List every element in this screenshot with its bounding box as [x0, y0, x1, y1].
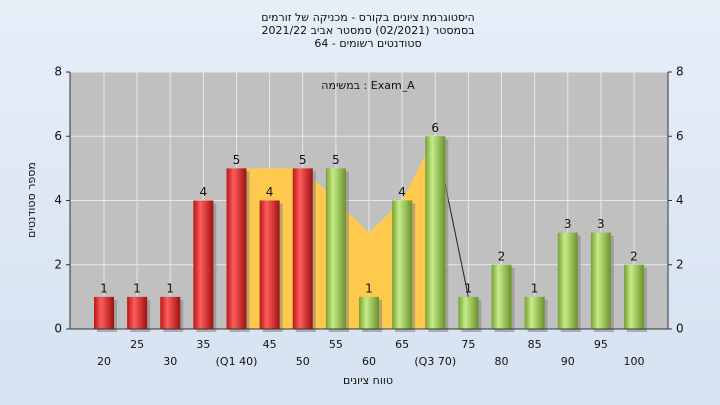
y2-tick-label: 0 [676, 322, 684, 336]
x-tick-label: 55 [329, 338, 343, 351]
x-tick-label: 35 [196, 338, 210, 351]
x-tick-label: (Q3 70) [414, 355, 456, 368]
value-label: 1 [100, 281, 108, 295]
x-tick-label: 25 [130, 338, 144, 351]
value-label: 5 [332, 153, 340, 167]
bar [325, 168, 346, 329]
x-tick-label: 80 [495, 355, 509, 368]
bar [359, 296, 379, 329]
bar [226, 168, 247, 329]
chart-subtitle: בסמסטר (02/2021) סמסטר אביב 2021/22 [261, 24, 474, 37]
value-label: 1 [365, 281, 373, 295]
annotation: במשימה : Exam_A [321, 79, 415, 92]
bar [193, 200, 214, 329]
bar [94, 296, 114, 329]
value-label: 3 [597, 217, 605, 231]
value-label: 4 [266, 185, 274, 199]
x-tick-label: 85 [528, 338, 542, 351]
y2-tick-label: 2 [676, 257, 684, 271]
bar [392, 200, 413, 329]
bar [624, 264, 644, 329]
value-label: 6 [431, 121, 439, 135]
chart-title: היסטוגרמת ציונים בקורס - מכניקה של זורמי… [261, 11, 474, 24]
bar [590, 232, 611, 329]
value-label: 5 [299, 153, 307, 167]
y2-tick-label: 8 [676, 65, 684, 79]
x-tick-label: (Q1 40) [216, 355, 258, 368]
y-tick-label: 8 [54, 65, 62, 79]
x-tick-label: 75 [461, 338, 475, 351]
bar [292, 168, 313, 329]
y2-tick-label: 4 [676, 193, 684, 207]
bar [259, 200, 280, 329]
x-tick-label: 95 [594, 338, 608, 351]
bar [458, 296, 479, 329]
y-tick-label: 4 [54, 193, 62, 207]
value-label: 1 [531, 281, 539, 295]
x-tick-label: 100 [624, 355, 645, 368]
chart-subtitle: סטודנטים רשומים - 64 [314, 37, 421, 50]
x-tick-label: 60 [362, 355, 376, 368]
x-axis-label: טווח ציונים [343, 374, 393, 387]
x-tick-label: 50 [296, 355, 310, 368]
x-tick-label: 45 [263, 338, 277, 351]
value-label: 3 [564, 217, 572, 231]
value-label: 1 [166, 281, 174, 295]
y-tick-label: 0 [54, 322, 62, 336]
y-axis-label: מספר סטודנטים [25, 162, 38, 238]
bar [425, 136, 446, 329]
bar [491, 264, 512, 329]
x-tick-label: 90 [561, 355, 575, 368]
bar [160, 296, 181, 329]
bar [524, 296, 545, 329]
y2-tick-label: 6 [676, 129, 684, 143]
value-label: 1 [465, 281, 473, 295]
y-tick-label: 2 [54, 257, 62, 271]
y-tick-label: 6 [54, 129, 62, 143]
bar [557, 232, 578, 329]
x-tick-label: 65 [395, 338, 409, 351]
value-label: 2 [630, 249, 638, 263]
x-tick-label: 20 [97, 355, 111, 368]
value-label: 4 [398, 185, 406, 199]
value-label: 2 [498, 249, 506, 263]
value-label: 4 [200, 185, 208, 199]
value-label: 5 [233, 153, 241, 167]
x-tick-label: 30 [163, 355, 177, 368]
bar [127, 296, 148, 329]
value-label: 1 [133, 281, 141, 295]
